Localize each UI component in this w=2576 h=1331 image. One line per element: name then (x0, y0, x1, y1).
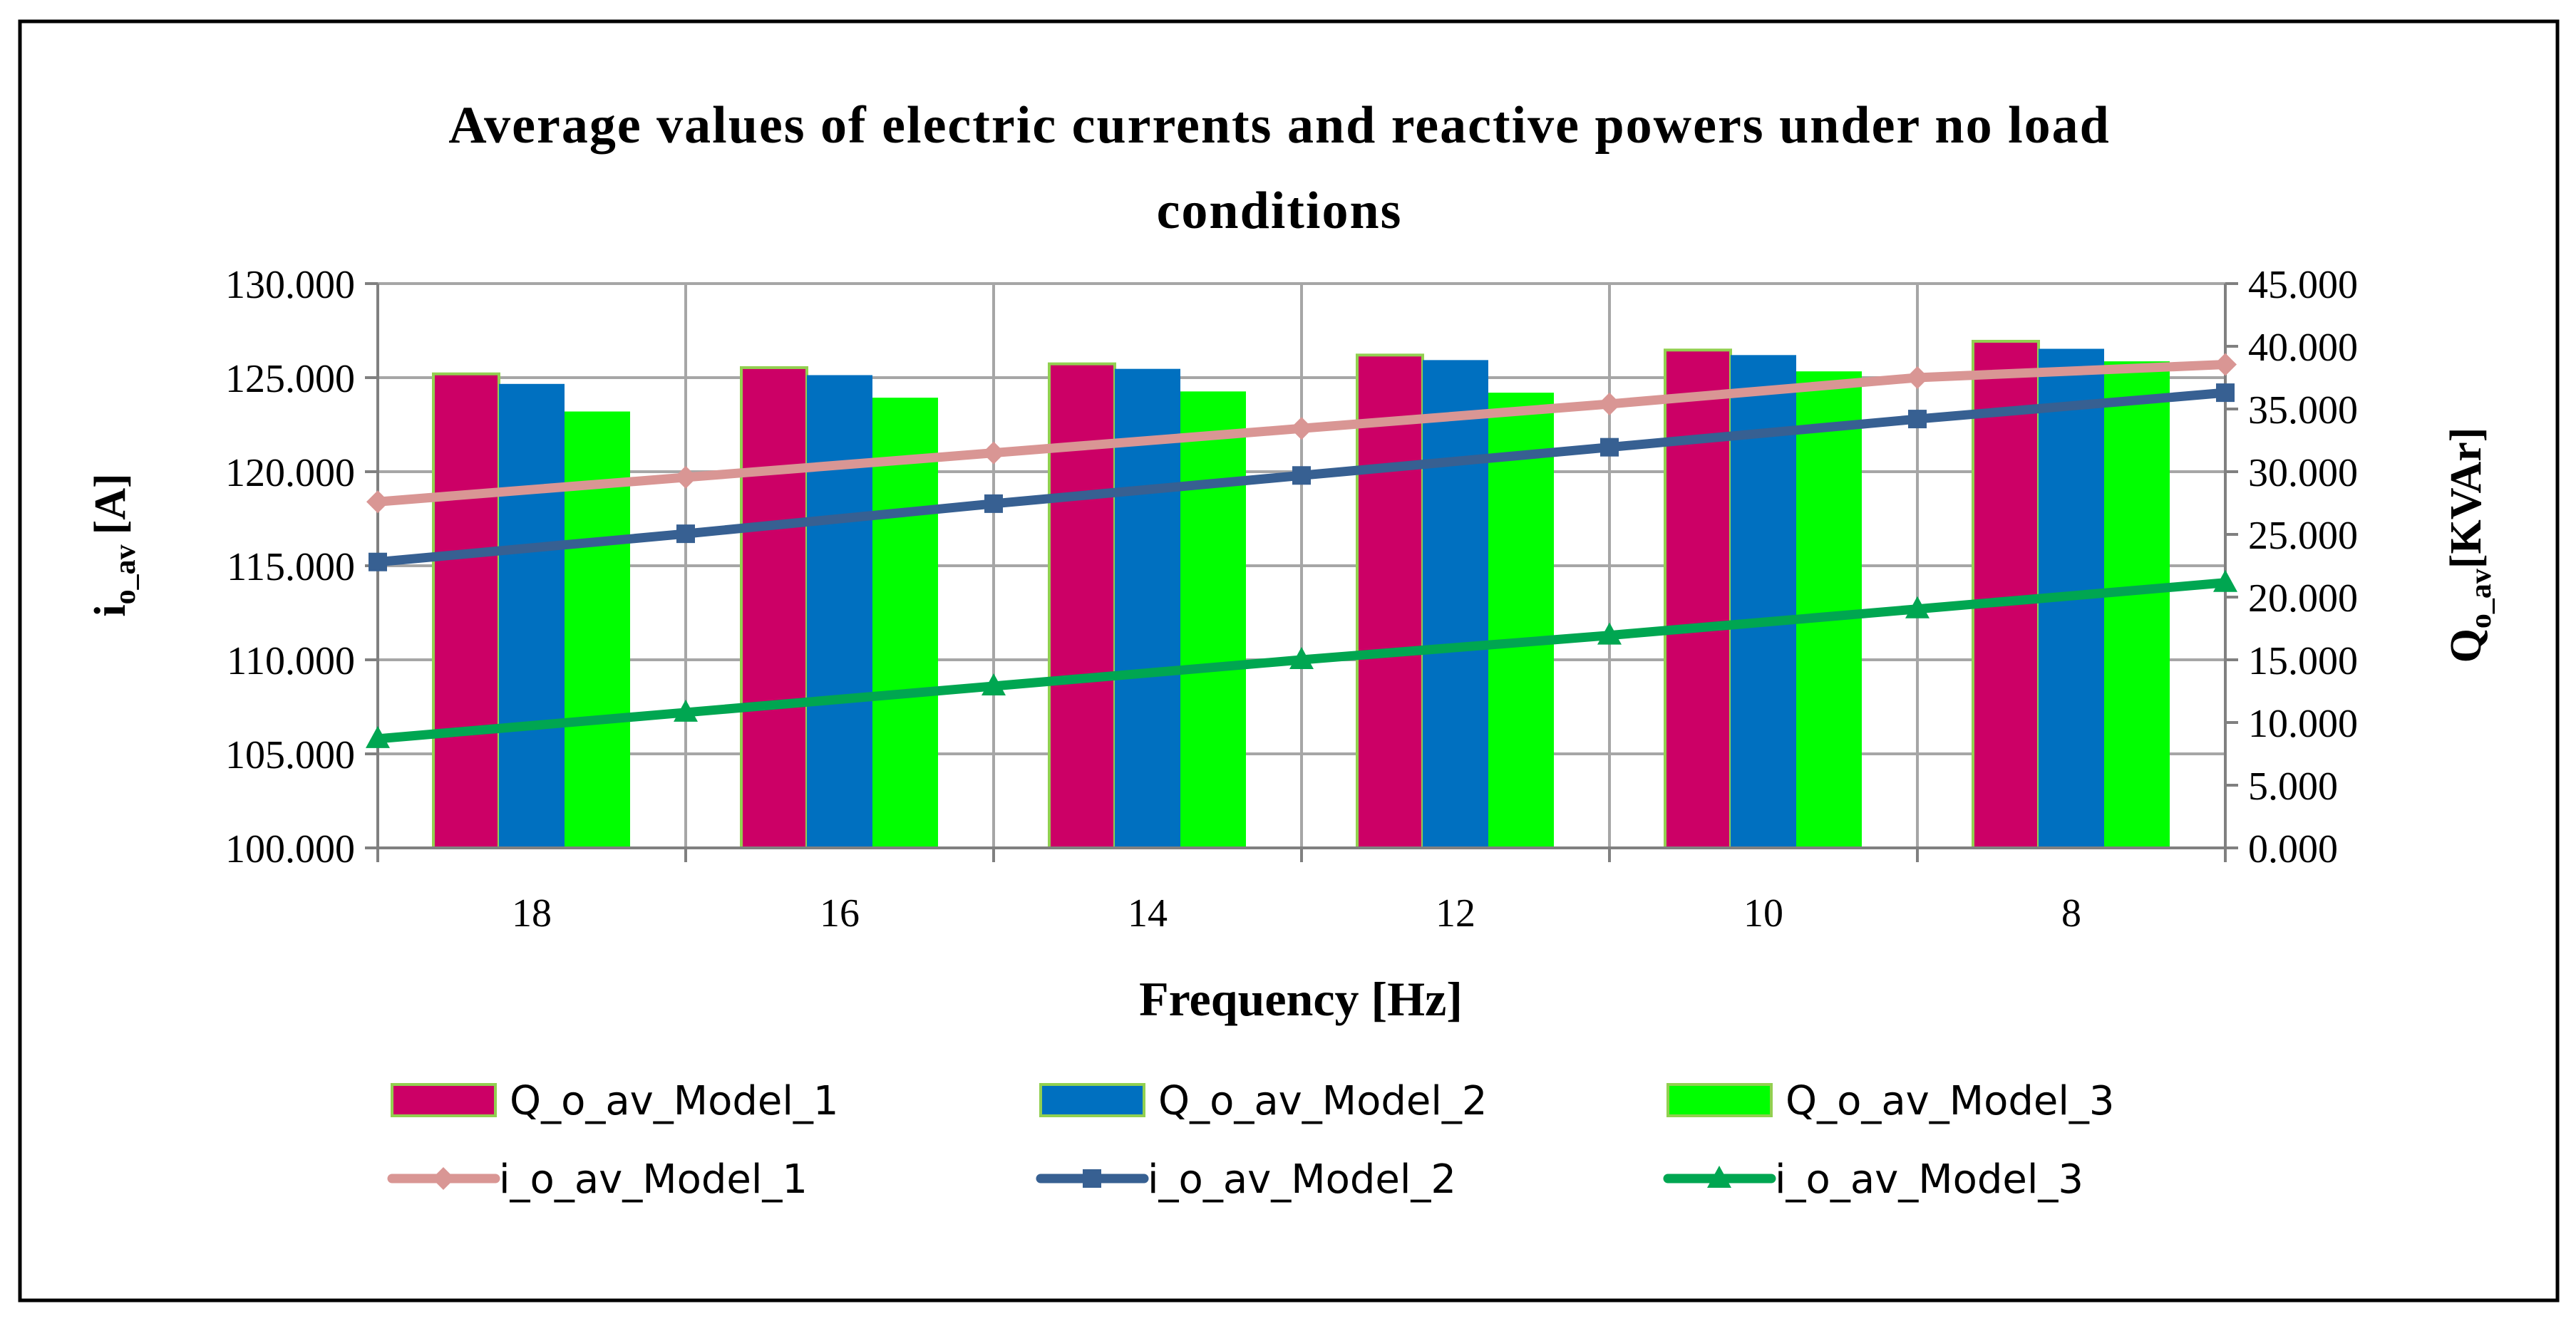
y2-tick-label: 10.000 (2248, 702, 2358, 746)
lines-layer (366, 353, 2237, 748)
y-tick-label: 130.000 (225, 263, 355, 307)
chart-title-line-1: Average values of electric currents and … (448, 96, 2111, 155)
line-point (1905, 596, 1930, 618)
x-tick-label: 10 (1743, 891, 1783, 936)
line-point (369, 552, 387, 571)
line-point (1290, 417, 1313, 440)
line-point (984, 494, 1003, 513)
bar (807, 375, 872, 848)
bar (1972, 339, 2040, 849)
legend: Q_o_av_Model_1 Q_o_av_Model_2 Q_o_av_Model… (387, 1078, 2115, 1203)
y-axis-label-main: i (86, 604, 135, 616)
line-point (1292, 466, 1311, 485)
x-axis-label: Frequency [Hz] (1139, 972, 1463, 1026)
line-point (1707, 1166, 1731, 1188)
y-axis-label-sub: o_av (109, 544, 142, 604)
legend-label: Q_o_av_Model_3 (1786, 1078, 2115, 1124)
line-point (1908, 410, 1927, 429)
x-tick-label: 16 (820, 891, 860, 936)
legend-label: i_o_av_Model_2 (1148, 1156, 1456, 1203)
line-point (676, 524, 695, 544)
bar (1180, 391, 1246, 848)
line-point (2214, 353, 2237, 376)
legend-label: i_o_av_Model_1 (499, 1156, 808, 1203)
legend-label: Q_o_av_Model_2 (1158, 1078, 1488, 1124)
y-tick-label: 110.000 (227, 639, 355, 683)
line-point (1289, 647, 1314, 669)
chart-title-line-2: conditions (1157, 182, 1403, 240)
bar (1664, 348, 1732, 849)
x-tick-label: 14 (1128, 891, 1168, 936)
bar (1796, 371, 1862, 848)
ticks-layer: 100.000105.000110.000115.000120.000125.0… (225, 263, 2358, 936)
bar (1423, 360, 1488, 848)
y-tick-label: 105.000 (225, 733, 355, 777)
line-point (1597, 622, 1622, 645)
legend-swatch (1039, 1083, 1145, 1117)
bar (1488, 393, 1554, 848)
x-tick-label: 18 (512, 891, 552, 936)
y-tick-label: 120.000 (225, 451, 355, 495)
y-tick-label: 100.000 (225, 827, 355, 871)
y2-tick-label: 30.000 (2248, 451, 2358, 495)
line-point (2213, 569, 2237, 592)
y2-tick-label: 45.000 (2248, 263, 2358, 307)
y-tick-label: 115.000 (227, 545, 355, 589)
y2-tick-label: 20.000 (2248, 576, 2358, 621)
bar (1048, 362, 1116, 849)
y2-tick-label: 15.000 (2248, 639, 2358, 683)
line-point (674, 699, 698, 722)
line-point (1600, 437, 1619, 457)
y-axis-label: io_av [A] (86, 473, 142, 616)
y2-axis-label: Qo_av[KVAr] (2442, 428, 2498, 663)
y-axis-label-unit: [A] (86, 473, 135, 534)
y2-tick-label: 25.000 (2248, 514, 2358, 558)
y-tick-label: 125.000 (225, 357, 355, 401)
line-point (674, 465, 697, 489)
x-tick-label: 8 (2061, 891, 2081, 936)
line-point (1906, 366, 1929, 389)
y2-axis-label-sub: o_av (2465, 569, 2498, 628)
line-point (982, 441, 1005, 465)
y2-tick-label: 35.000 (2248, 388, 2358, 433)
line-point (366, 725, 390, 748)
line-point (2216, 383, 2235, 403)
line-point (1598, 392, 1621, 415)
x-tick-label: 12 (1436, 891, 1475, 936)
legend-label: Q_o_av_Model_1 (510, 1078, 839, 1124)
y2-axis-label-unit: [KVAr] (2442, 428, 2490, 569)
legend-swatch (1666, 1083, 1773, 1117)
bar (1115, 368, 1180, 848)
y2-axis-label-main: Q (2442, 628, 2490, 663)
line-point (366, 490, 389, 514)
bar (2104, 361, 2170, 848)
axes-layer (365, 282, 2238, 862)
y2-tick-label: 40.000 (2248, 326, 2358, 370)
bar (432, 372, 500, 849)
y2-tick-label: 0.000 (2248, 827, 2338, 871)
bar (740, 366, 808, 849)
line-point (432, 1167, 455, 1190)
bar (565, 411, 630, 848)
legend-swatch (391, 1083, 497, 1117)
bar (499, 383, 565, 848)
bar (872, 398, 938, 848)
line-point (1083, 1169, 1101, 1188)
bar (1356, 353, 1424, 849)
y2-tick-label: 5.000 (2248, 765, 2338, 809)
legend-label: i_o_av_Model_3 (1775, 1156, 2083, 1203)
line-point (982, 673, 1006, 695)
